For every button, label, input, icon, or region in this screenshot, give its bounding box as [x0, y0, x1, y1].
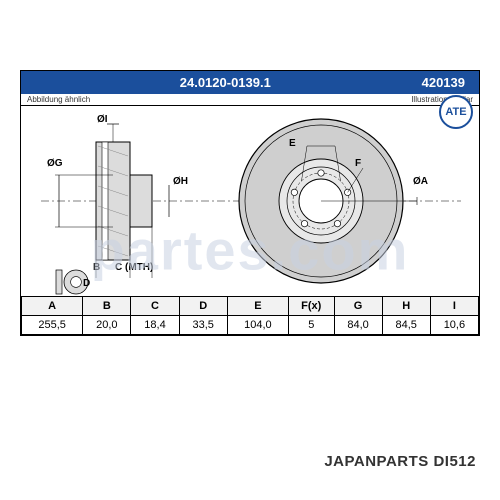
- dimension-table: ABCDEF(x)GHI 255,520,018,433,5104,0584,0…: [21, 296, 479, 335]
- table-col-header: H: [382, 297, 430, 316]
- table-col-header: G: [334, 297, 382, 316]
- brand-name: JAPANPARTS: [324, 453, 428, 470]
- table-cell: 84,0: [334, 316, 382, 335]
- part-number: 24.0120-0139.1: [29, 75, 422, 90]
- diagram-area: ØI ØG ØH ØA B D C (MTH) E F: [21, 106, 479, 296]
- table-col-header: E: [227, 297, 288, 316]
- sheet-header: 24.0120-0139.1 420139: [21, 71, 479, 94]
- table-col-header: F(x): [289, 297, 334, 316]
- note-de: Abbildung ähnlich: [27, 95, 411, 104]
- table-cell: 255,5: [22, 316, 83, 335]
- label-d: D: [83, 278, 90, 289]
- table-col-header: C: [131, 297, 179, 316]
- brand-logo: ATE: [439, 95, 473, 129]
- table-col-header: A: [22, 297, 83, 316]
- label-i: ØI: [97, 114, 108, 125]
- label-g: ØG: [47, 158, 63, 169]
- table-col-header: D: [179, 297, 227, 316]
- label-c: C (MTH): [115, 262, 153, 273]
- table-header-row: ABCDEF(x)GHI: [22, 297, 479, 316]
- note-row: Abbildung ähnlich Illustration similar: [21, 94, 479, 106]
- brake-disc-diagram: [21, 106, 481, 296]
- label-a: ØA: [413, 176, 428, 187]
- label-f: F: [355, 158, 361, 169]
- table-cell: 18,4: [131, 316, 179, 335]
- label-b: B: [93, 262, 100, 273]
- brand-line: JAPANPARTS DI512: [324, 453, 476, 470]
- label-e: E: [289, 138, 296, 149]
- table-row: 255,520,018,433,5104,0584,084,510,6: [22, 316, 479, 335]
- table-cell: 10,6: [430, 316, 478, 335]
- spec-sheet: 24.0120-0139.1 420139 Abbildung ähnlich …: [20, 70, 480, 336]
- table-col-header: B: [83, 297, 131, 316]
- brand-code: DI512: [433, 453, 476, 470]
- table-cell: 5: [289, 316, 334, 335]
- alt-number: 420139: [422, 75, 471, 90]
- label-h: ØH: [173, 176, 188, 187]
- table-cell: 33,5: [179, 316, 227, 335]
- table-cell: 20,0: [83, 316, 131, 335]
- table-cell: 104,0: [227, 316, 288, 335]
- table-cell: 84,5: [382, 316, 430, 335]
- table-col-header: I: [430, 297, 478, 316]
